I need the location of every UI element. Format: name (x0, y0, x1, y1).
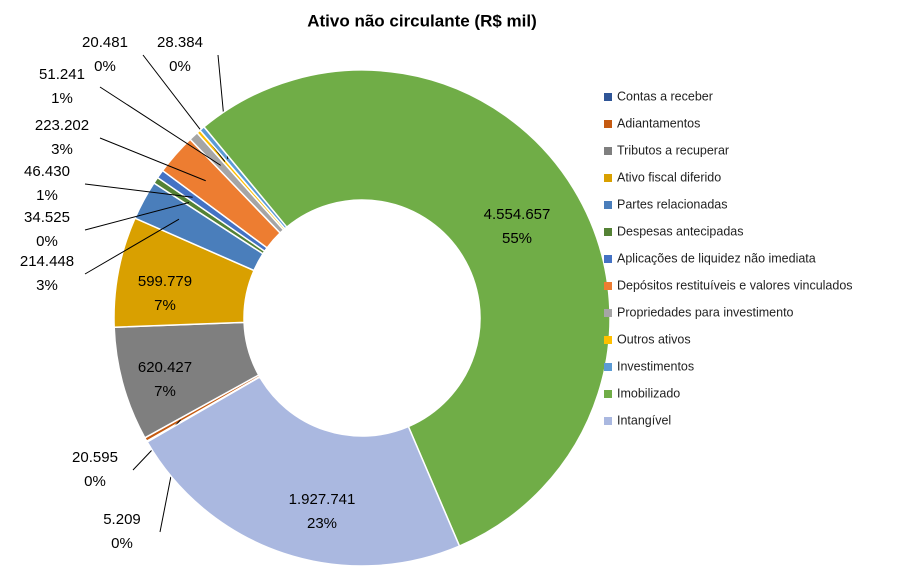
data-label: 214.448 (20, 253, 74, 270)
data-label: 28.384 (157, 34, 203, 51)
data-label: 51.241 (39, 66, 85, 83)
percent-label: 55% (502, 230, 532, 247)
percent-label: 7% (154, 297, 176, 314)
legend-swatch (604, 201, 612, 209)
legend-swatch (604, 390, 612, 398)
legend-swatch (604, 255, 612, 263)
data-label: 20.595 (72, 449, 118, 466)
legend-swatch (604, 174, 612, 182)
legend-text: Adiantamentos (617, 116, 700, 130)
data-label: 599.779 (138, 273, 192, 290)
legend-text: Contas a receber (617, 89, 713, 103)
percent-label: 7% (154, 383, 176, 400)
legend-swatch (604, 417, 612, 425)
legend-text: Intangível (617, 413, 671, 427)
data-label: 223.202 (35, 117, 89, 134)
chart-title: Ativo não circulante (R$ mil) (307, 11, 537, 30)
percent-label: 1% (51, 90, 73, 107)
legend-swatch (604, 120, 612, 128)
percent-label: 0% (111, 535, 133, 552)
leader-line (99, 137, 206, 182)
percent-label: 0% (94, 58, 116, 75)
percent-label: 3% (51, 141, 73, 158)
data-label: 46.430 (24, 163, 70, 180)
leader-line (99, 86, 221, 166)
percent-label: 0% (84, 473, 106, 490)
donut-slice (146, 375, 461, 567)
legend-text: Aplicações de liquidez não imediata (617, 251, 816, 265)
legend-text: Propriedades para investimento (617, 305, 794, 319)
legend-text: Outros ativos (617, 332, 691, 346)
legend-swatch (604, 93, 612, 101)
legend-swatch (604, 363, 612, 371)
percent-label: 23% (307, 515, 337, 532)
legend-text: Investimentos (617, 359, 694, 373)
legend-swatch (604, 336, 612, 344)
data-label: 620.427 (138, 359, 192, 376)
legend-text: Despesas antecipadas (617, 224, 743, 238)
legend-text: Ativo fiscal diferido (617, 170, 721, 184)
data-label: 20.481 (82, 34, 128, 51)
data-label: 4.554.657 (484, 206, 551, 223)
percent-label: 0% (36, 233, 58, 250)
percent-label: 1% (36, 187, 58, 204)
leader-line (84, 202, 190, 231)
leader-line (84, 183, 193, 198)
legend-text: Depósitos restituíveis e valores vincula… (617, 278, 853, 292)
legend-swatch (604, 147, 612, 155)
legend-text: Tributos a recuperar (617, 143, 729, 157)
legend-swatch (604, 309, 612, 317)
legend-text: Partes relacionadas (617, 197, 727, 211)
donut-slice (202, 69, 611, 548)
leader-line (84, 218, 180, 275)
legend-swatch (604, 228, 612, 236)
percent-label: 0% (169, 58, 191, 75)
data-label: 5.209 (103, 511, 141, 528)
data-label: 34.525 (24, 209, 70, 226)
data-label: 1.927.741 (289, 491, 356, 508)
legend-swatch (604, 282, 612, 290)
percent-label: 3% (36, 277, 58, 294)
legend-text: Imobilizado (617, 386, 680, 400)
